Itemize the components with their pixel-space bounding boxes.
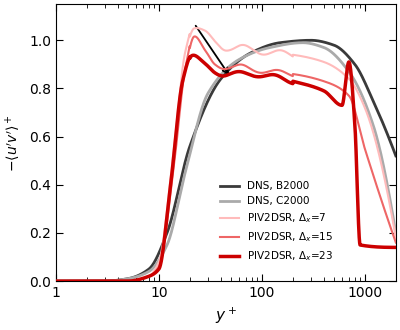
- Legend: DNS, B2000, DNS, C2000, PIV2DSR, $\Delta_x$=7, PIV2DSR, $\Delta_x$=15, PIV2DSR, : DNS, B2000, DNS, C2000, PIV2DSR, $\Delta…: [216, 177, 338, 268]
- X-axis label: $y^+$: $y^+$: [215, 306, 237, 326]
- Y-axis label: $-\langle u'v' \rangle^+$: $-\langle u'v' \rangle^+$: [4, 114, 24, 172]
